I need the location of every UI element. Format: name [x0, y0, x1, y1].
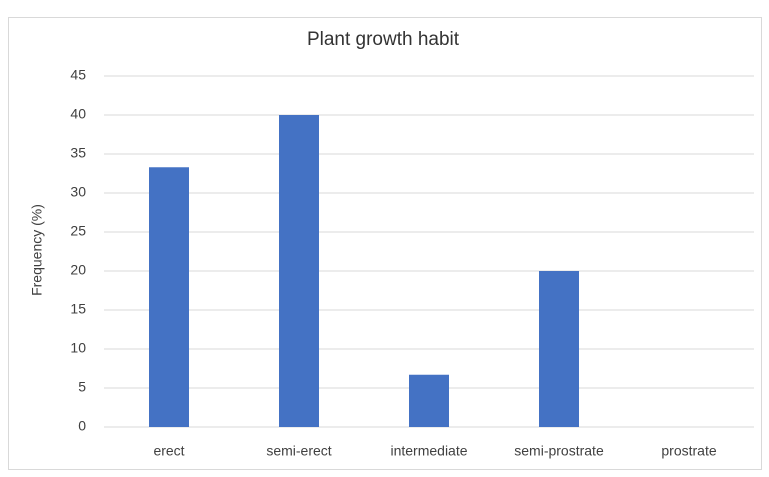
- x-tick-label: semi-erect: [266, 443, 331, 459]
- bar: [409, 374, 449, 427]
- y-tick-label: 35: [70, 145, 86, 161]
- bar: [539, 271, 579, 427]
- x-tick-label: semi-prostrate: [514, 443, 604, 459]
- y-tick-label: 40: [70, 106, 86, 122]
- y-tick-label: 20: [70, 262, 86, 278]
- y-tick-label: 25: [70, 223, 86, 239]
- bar: [279, 115, 319, 427]
- y-tick-label: 15: [70, 301, 86, 317]
- x-tick-label: erect: [153, 443, 184, 459]
- chart-title: Plant growth habit: [307, 29, 460, 50]
- x-tick-label: intermediate: [390, 443, 467, 459]
- bar: [149, 167, 189, 427]
- x-tick-label: prostrate: [661, 443, 716, 459]
- y-tick-label: 5: [78, 379, 86, 395]
- y-tick-label: 0: [78, 418, 86, 434]
- chart-border: [8, 17, 762, 470]
- y-axis-label: Frequency (%): [29, 204, 45, 296]
- y-tick-label: 30: [70, 184, 86, 200]
- y-tick-label: 45: [70, 67, 86, 83]
- y-tick-label: 10: [70, 340, 86, 356]
